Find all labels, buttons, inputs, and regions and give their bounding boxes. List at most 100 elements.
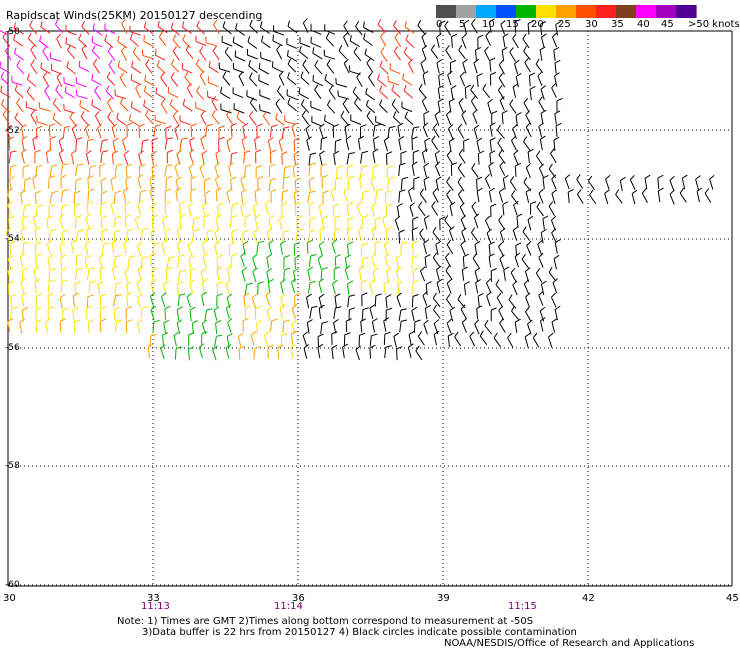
wind-barb-shaft	[99, 296, 102, 308]
wind-barb-flag	[179, 201, 186, 205]
wind-barb-shaft	[366, 62, 374, 73]
wind-barb	[457, 123, 465, 139]
wind-barb-flag	[14, 47, 17, 54]
wind-barb	[449, 201, 456, 217]
wind-barb	[66, 61, 76, 75]
wind-barb-shaft	[347, 205, 349, 217]
wind-barb-flag	[551, 83, 557, 89]
wind-barb-flag	[20, 189, 27, 194]
wind-barb-shaft	[131, 106, 142, 113]
wind-barb-shaft	[22, 243, 25, 255]
wind-barb	[184, 71, 192, 86]
wind-barb-flag	[111, 239, 118, 244]
wind-barb	[62, 307, 69, 322]
wind-barb	[283, 254, 290, 269]
wind-barb-flag	[383, 136, 390, 142]
wind-barb-shaft	[84, 244, 89, 255]
wind-barb	[512, 280, 518, 296]
wind-barb-shaft	[535, 155, 544, 166]
wind-barb	[189, 268, 196, 282]
wind-barb-shaft	[200, 138, 205, 150]
wind-barb-shaft	[294, 257, 296, 269]
wind-barb	[114, 163, 123, 177]
wind-barb-flag	[394, 32, 399, 38]
wind-barb-shaft	[202, 256, 207, 268]
wind-barb-flag	[0, 61, 2, 68]
wind-barb-shaft	[115, 95, 127, 100]
wind-barb	[268, 163, 276, 178]
wind-barb	[396, 203, 403, 218]
wind-barb-flag	[335, 177, 342, 180]
wind-barb	[74, 281, 81, 296]
wind-barb	[16, 60, 25, 75]
wind-barb-shaft	[396, 270, 400, 282]
wind-barb	[337, 90, 350, 100]
wind-barb-flag	[474, 267, 481, 272]
wind-barb	[87, 188, 95, 202]
wind-barb	[49, 136, 56, 150]
wind-barb	[334, 254, 341, 269]
wind-barb-flag	[280, 279, 286, 284]
wind-barb-shaft	[177, 271, 181, 283]
wind-barb	[35, 293, 42, 308]
wind-barb	[408, 330, 415, 346]
wind-barb-shaft	[140, 307, 143, 319]
wind-barb-flag	[499, 95, 505, 101]
wind-barb-flag	[436, 33, 442, 38]
wind-barb	[287, 58, 297, 73]
wind-barb	[230, 202, 239, 216]
wind-barb-flag	[142, 227, 149, 231]
wind-barb	[295, 228, 304, 242]
wind-barb	[344, 254, 351, 269]
wind-barb-shaft	[320, 138, 322, 151]
wind-barb	[359, 124, 367, 138]
wind-barb-flag	[67, 44, 71, 51]
wind-barb-flag	[397, 122, 404, 127]
wind-barb-flag	[403, 85, 407, 92]
wind-barb-shaft	[521, 258, 529, 269]
wind-barb-shaft	[551, 232, 557, 244]
wind-barb-flag	[291, 122, 298, 127]
wind-barb-flag	[414, 319, 421, 323]
wind-barb	[589, 189, 597, 205]
wind-barb-shaft	[374, 190, 378, 202]
wind-barb-flag	[413, 149, 420, 153]
wind-barb-flag	[55, 84, 60, 91]
wind-barb	[268, 278, 275, 293]
wind-barb-shaft	[450, 88, 454, 100]
lon-label: 45	[726, 593, 739, 604]
wind-barb	[46, 215, 53, 230]
wind-barb-shaft	[207, 96, 219, 101]
wind-barb	[540, 85, 547, 100]
wind-barb	[385, 203, 393, 217]
wind-barb-shaft	[265, 295, 270, 306]
wind-barb	[85, 213, 91, 229]
wind-barb-shaft	[108, 64, 116, 75]
wind-barb-flag	[268, 136, 274, 142]
wind-barb-flag	[361, 279, 368, 283]
wind-barb-flag	[225, 343, 232, 349]
wind-barb-flag	[324, 73, 327, 80]
wind-barb	[374, 240, 381, 255]
wind-barb-flag	[252, 267, 258, 272]
wind-barb	[527, 319, 533, 335]
wind-barb-shaft	[432, 192, 439, 203]
wind-barb-shaft	[540, 24, 543, 36]
wind-barb	[238, 71, 245, 87]
wind-barb-shaft	[214, 336, 217, 348]
wind-barb	[657, 174, 664, 189]
wind-barb-shaft	[421, 100, 428, 112]
wind-barb-shaft	[105, 90, 115, 100]
wind-barb-flag	[110, 200, 117, 205]
wind-barb-flag	[156, 60, 160, 67]
wind-barb-flag	[245, 164, 252, 167]
wind-barb-shaft	[423, 323, 428, 335]
wind-barb	[174, 162, 180, 177]
wind-barb	[555, 122, 562, 137]
wind-barb	[170, 72, 179, 87]
wind-barb	[498, 187, 505, 203]
wind-barb-shaft	[446, 194, 453, 205]
wind-barb	[306, 319, 313, 334]
wind-barb-flag	[386, 203, 393, 207]
wind-barb-flag	[361, 242, 368, 246]
